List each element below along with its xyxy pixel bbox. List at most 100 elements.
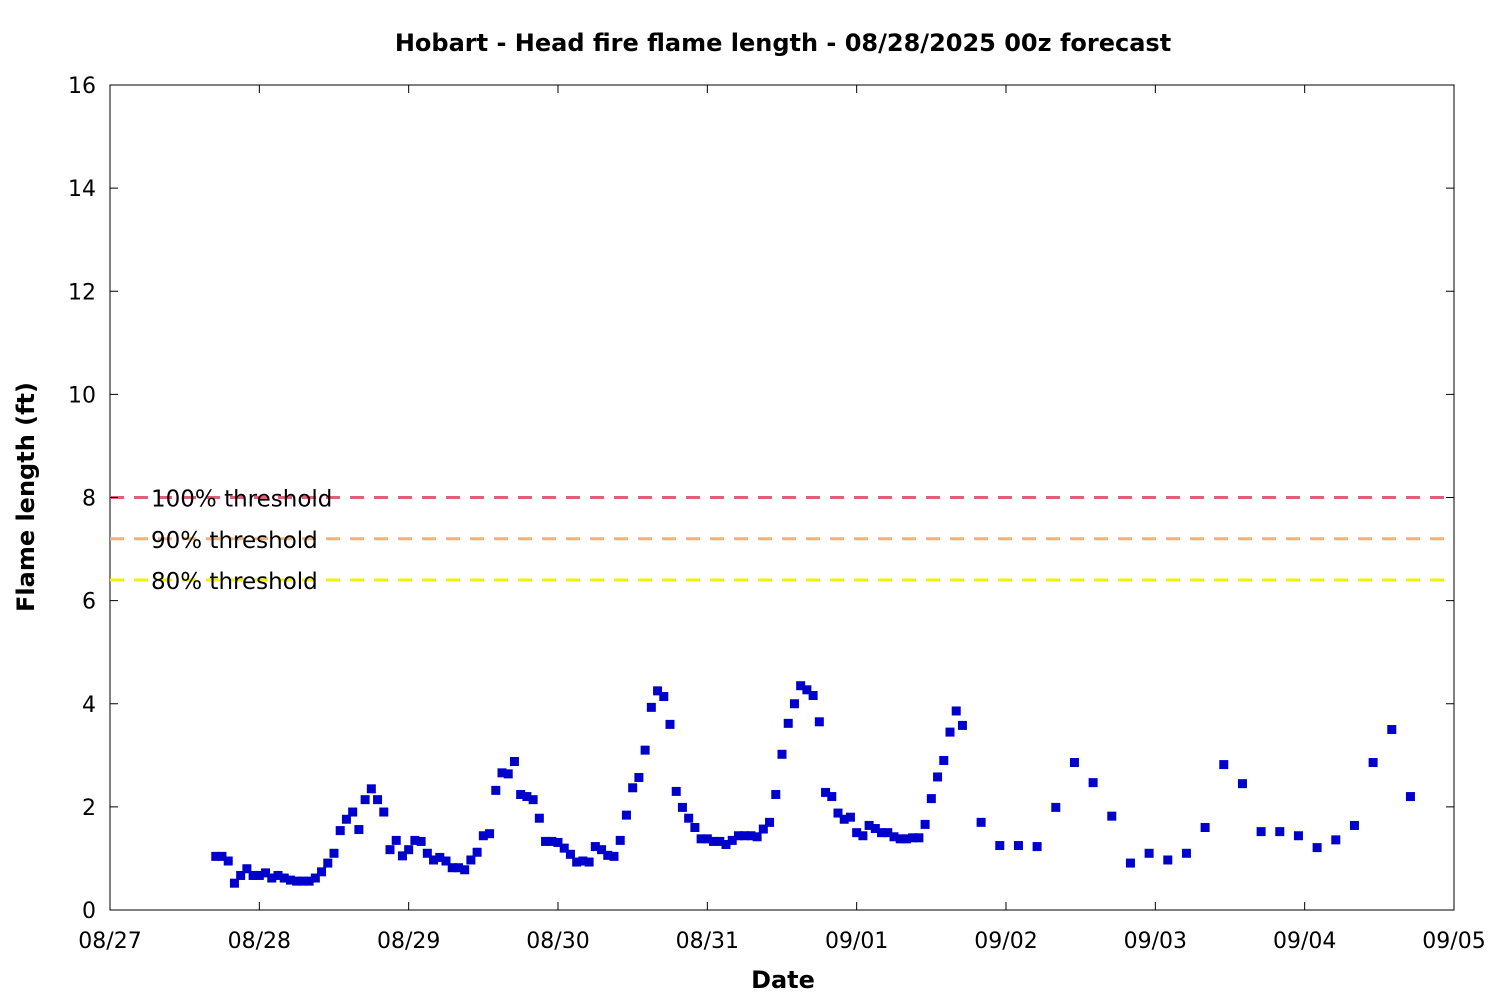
- data-points: [211, 681, 1415, 888]
- data-point: [248, 870, 258, 880]
- data-point: [254, 870, 264, 880]
- data-point: [746, 831, 756, 841]
- data-point: [304, 876, 314, 886]
- x-tick-label: 09/03: [1124, 929, 1187, 954]
- data-point: [1107, 811, 1117, 821]
- data-point: [391, 835, 401, 845]
- data-point: [472, 847, 482, 857]
- data-point: [609, 851, 619, 861]
- data-point: [323, 858, 333, 868]
- data-point: [447, 863, 457, 873]
- data-point: [1069, 758, 1079, 768]
- data-point: [1256, 827, 1266, 837]
- data-point: [348, 807, 358, 817]
- data-point: [497, 768, 507, 778]
- data-point: [789, 699, 799, 709]
- data-point: [1219, 760, 1229, 770]
- x-tick-label: 08/28: [228, 929, 291, 954]
- y-tick-label: 10: [68, 383, 96, 408]
- data-point: [603, 850, 613, 860]
- data-point: [217, 851, 227, 861]
- data-point: [534, 813, 544, 823]
- data-point: [317, 867, 327, 877]
- data-point: [292, 876, 302, 886]
- data-point: [684, 813, 694, 823]
- threshold-label: 80% threshold: [151, 569, 318, 595]
- data-point: [821, 787, 831, 797]
- data-point: [696, 834, 706, 844]
- data-point: [845, 812, 855, 822]
- data-point: [503, 769, 513, 779]
- data-point: [858, 831, 868, 841]
- data-point: [261, 868, 271, 878]
- data-point: [310, 873, 320, 883]
- data-point: [1293, 831, 1303, 841]
- data-point: [852, 828, 862, 838]
- y-tick-label: 4: [82, 693, 96, 718]
- data-point: [429, 855, 439, 865]
- data-point: [329, 848, 339, 858]
- data-point: [460, 865, 470, 875]
- data-point: [385, 845, 395, 855]
- data-point: [653, 686, 663, 696]
- data-point: [1368, 758, 1378, 768]
- x-tick-label: 09/04: [1273, 929, 1336, 954]
- x-tick-label: 08/27: [78, 929, 141, 954]
- data-point: [1237, 779, 1247, 789]
- data-point: [422, 848, 432, 858]
- data-point: [621, 810, 631, 820]
- threshold-label: 90% threshold: [151, 528, 318, 554]
- data-point: [920, 819, 930, 829]
- data-point: [285, 875, 295, 885]
- data-point: [584, 857, 594, 867]
- data-point: [541, 836, 551, 846]
- data-point: [814, 717, 824, 727]
- x-tick-label: 08/30: [526, 929, 589, 954]
- data-point: [939, 755, 949, 765]
- data-point: [1013, 841, 1023, 851]
- data-point: [808, 691, 818, 700]
- data-point: [839, 814, 849, 824]
- data-point: [634, 772, 644, 782]
- threshold-lines: 100% threshold 90% threshold 80% threshold: [110, 487, 1454, 595]
- y-tick-label: 12: [68, 280, 96, 305]
- data-point: [1331, 835, 1341, 845]
- data-point: [771, 790, 781, 799]
- data-point: [597, 845, 607, 855]
- data-point: [702, 834, 712, 844]
- data-point: [877, 828, 887, 838]
- data-point: [522, 792, 532, 802]
- data-point: [528, 795, 538, 805]
- data-point: [565, 849, 575, 859]
- data-point: [1312, 843, 1322, 853]
- data-point: [1387, 725, 1397, 735]
- data-point: [404, 845, 414, 855]
- data-point: [715, 836, 725, 846]
- data-point: [752, 832, 762, 842]
- data-point: [242, 864, 252, 874]
- data-point: [491, 785, 501, 795]
- threshold-label: 100% threshold: [151, 487, 332, 513]
- y-tick-label: 16: [68, 74, 96, 99]
- data-point: [995, 841, 1005, 851]
- data-point: [298, 876, 308, 886]
- data-point: [236, 870, 246, 880]
- data-point: [640, 745, 650, 755]
- data-point: [1349, 820, 1359, 830]
- data-point: [802, 685, 812, 695]
- data-point: [758, 824, 768, 834]
- data-point: [740, 831, 750, 841]
- data-point: [590, 842, 600, 852]
- data-point: [273, 870, 283, 880]
- data-point: [945, 727, 955, 737]
- data-point: [366, 784, 376, 794]
- data-point: [354, 825, 364, 835]
- data-point: [933, 772, 943, 782]
- data-point: [733, 831, 743, 841]
- data-point: [864, 820, 874, 830]
- data-point: [1200, 823, 1210, 832]
- data-point: [559, 843, 569, 853]
- data-point: [267, 873, 277, 883]
- data-point: [659, 692, 669, 702]
